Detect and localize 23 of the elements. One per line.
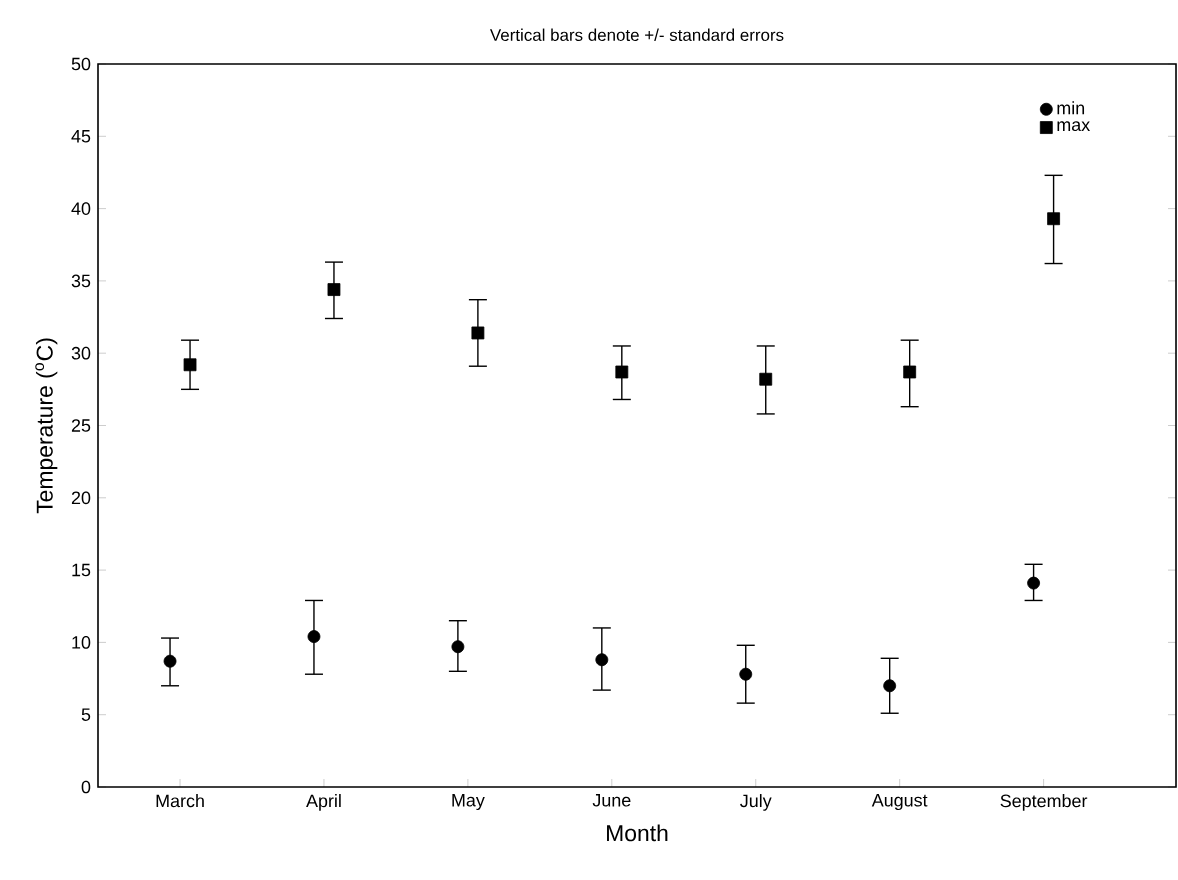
x-axis-title: Month [607,824,668,842]
legend-label: min [1057,101,1085,115]
x-tick-label: April [306,794,341,811]
y-tick-label: 20 [71,491,91,505]
legend-label: max [1057,121,1090,132]
y-tick-label: 25 [71,419,91,432]
x-tick-label: May [452,794,485,811]
y-axis-title: Temperature ($^{o}$C) [35,338,58,514]
x-tick-label: June [592,794,631,807]
y-tick-label: 40 [71,202,91,215]
y-tick-label: 45 [71,130,91,143]
y-tick-label: 50 [71,57,91,71]
y-tick-label: 10 [72,636,91,649]
chart-title: Vertical bars denote +/- standard errors [489,28,784,41]
x-tick-label: August [871,794,928,811]
x-tick-label: July [740,794,772,811]
y-tick-label: 15 [72,563,91,577]
y-tick-label: 30 [71,346,91,360]
x-tick-label: March [156,794,204,808]
y-tick-label: 35 [71,274,91,288]
y-tick-label: 0 [81,780,91,794]
x-tick-label: September [1000,794,1088,811]
y-tick-label: 5 [81,708,91,721]
